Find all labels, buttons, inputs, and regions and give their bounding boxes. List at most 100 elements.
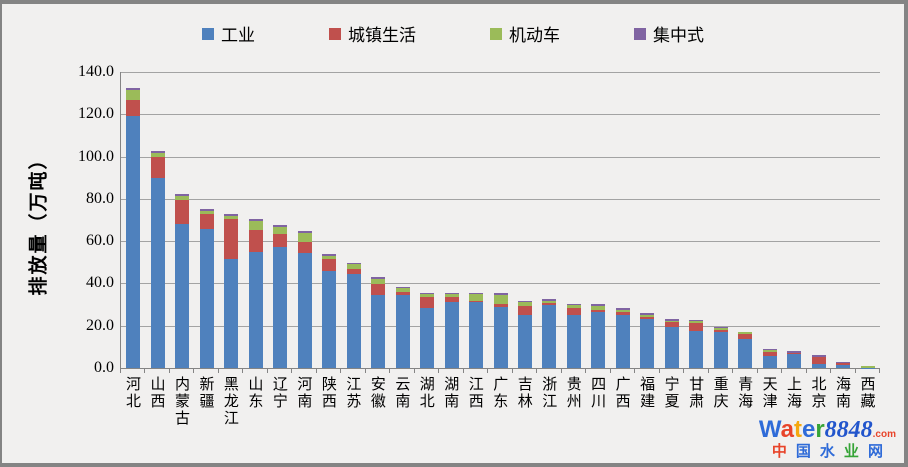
bar-segment: [542, 299, 557, 301]
y-tick-label: 40.0: [86, 274, 114, 292]
x-category-label: 上海: [785, 376, 802, 410]
x-category-label: 陕西: [319, 376, 336, 410]
bar-segment: [689, 322, 704, 332]
x-tick: [389, 368, 390, 373]
bar-segment: [493, 307, 508, 368]
bar-segment: [322, 255, 337, 260]
bar: [493, 293, 508, 368]
bar-segment: [591, 304, 606, 307]
bar-segment: [787, 352, 802, 354]
x-tick: [463, 368, 464, 373]
x-category-label: 黑龙江: [221, 376, 238, 427]
bar-segment: [469, 292, 484, 295]
bar-segment: [224, 214, 239, 216]
bar-segment: [787, 351, 802, 353]
x-tick: [218, 368, 219, 373]
bar-segment: [811, 363, 826, 368]
bar: [199, 209, 214, 368]
bar-segment: [371, 278, 386, 284]
legend-label: 工业: [221, 26, 255, 45]
watermark-text-part: 水: [819, 443, 844, 460]
x-tick: [708, 368, 709, 373]
gridline: [121, 72, 880, 73]
bar-segment: [371, 277, 386, 279]
bar-segment: [175, 194, 190, 196]
bar-segment: [395, 294, 410, 368]
bar-segment: [297, 232, 312, 242]
legend-label: 集中式: [653, 26, 704, 45]
bar: [836, 361, 851, 368]
x-category-label: 江西: [466, 376, 483, 410]
x-category-label: 河南: [295, 376, 312, 410]
y-tick-label: 100.0: [78, 147, 114, 165]
bar: [395, 286, 410, 368]
bar: [689, 319, 704, 368]
legend-label: 机动车: [509, 26, 560, 45]
watermark-text-part: 业: [843, 443, 868, 460]
bar-segment: [346, 269, 361, 275]
bar-segment: [297, 230, 312, 233]
x-axis-labels: 河北 山西 内蒙古 新疆 黑龙江 山东 辽宁 河南 陕西 江苏 安徽 云南 湖北 湖南 江西 广东 吉林 浙江 贵州…: [120, 376, 880, 463]
y-tick-label: 80.0: [86, 189, 114, 207]
bar-segment: [248, 251, 263, 368]
bar-segment: [395, 288, 410, 293]
bar-segment: [469, 302, 484, 368]
bar-segment: [420, 294, 435, 297]
plot-area: [120, 72, 880, 369]
bar-segment: [615, 308, 630, 311]
bar-segment: [738, 333, 753, 340]
bar: [322, 254, 337, 368]
bar-segment: [517, 302, 532, 306]
bar-segment: [248, 230, 263, 252]
x-tick: [242, 368, 243, 373]
bar-segment: [811, 357, 826, 364]
x-tick: [683, 368, 684, 373]
bar-segment: [199, 214, 214, 230]
x-category-label: 浙江: [540, 376, 557, 410]
bar-segment: [126, 116, 141, 368]
bar-segment: [469, 294, 484, 301]
x-category-label: 重庆: [711, 376, 728, 410]
bar-segment: [371, 283, 386, 295]
bar-segment: [322, 254, 337, 256]
bar-segment: [273, 225, 288, 227]
legend-label: 城镇生活: [348, 26, 416, 45]
bar-segment: [346, 274, 361, 368]
bar-segment: [493, 294, 508, 305]
x-category-label: 海南: [834, 376, 851, 410]
bar-segment: [591, 309, 606, 313]
bar-segment: [787, 353, 802, 355]
watermark-text-part: W: [758, 416, 781, 443]
legend: 工业 城镇生活 机动车 集中式: [2, 21, 904, 46]
x-tick: [414, 368, 415, 373]
x-category-label: 北京: [809, 376, 826, 410]
x-category-label: 贵州: [564, 376, 581, 410]
bar: [248, 219, 263, 368]
y-tick-label: 120.0: [78, 105, 114, 123]
bar-segment: [126, 88, 141, 90]
x-tick: [144, 368, 145, 373]
bar-segment: [664, 326, 679, 368]
x-axis-ticks: [120, 368, 880, 374]
x-category-label: 广西: [613, 376, 630, 410]
bar-segment: [566, 305, 581, 308]
x-category-label: 青海: [736, 376, 753, 410]
bar-segment: [738, 339, 753, 368]
bar-segment: [199, 229, 214, 368]
x-tick: [487, 368, 488, 373]
bar-segment: [542, 303, 557, 305]
bar-segment: [273, 233, 288, 247]
bar-segment: [420, 307, 435, 368]
x-tick: [830, 368, 831, 373]
bar: [591, 304, 606, 368]
x-category-label: 辽宁: [270, 376, 287, 410]
bar-segment: [346, 264, 361, 270]
y-tick-label: 60.0: [86, 232, 114, 250]
bar: [664, 318, 679, 368]
watermark-text-part: r: [815, 416, 825, 443]
x-tick: [267, 368, 268, 373]
bar-segment: [713, 330, 728, 332]
x-tick: [634, 368, 635, 373]
bar-segment: [224, 215, 239, 220]
bar-segment: [615, 314, 630, 368]
